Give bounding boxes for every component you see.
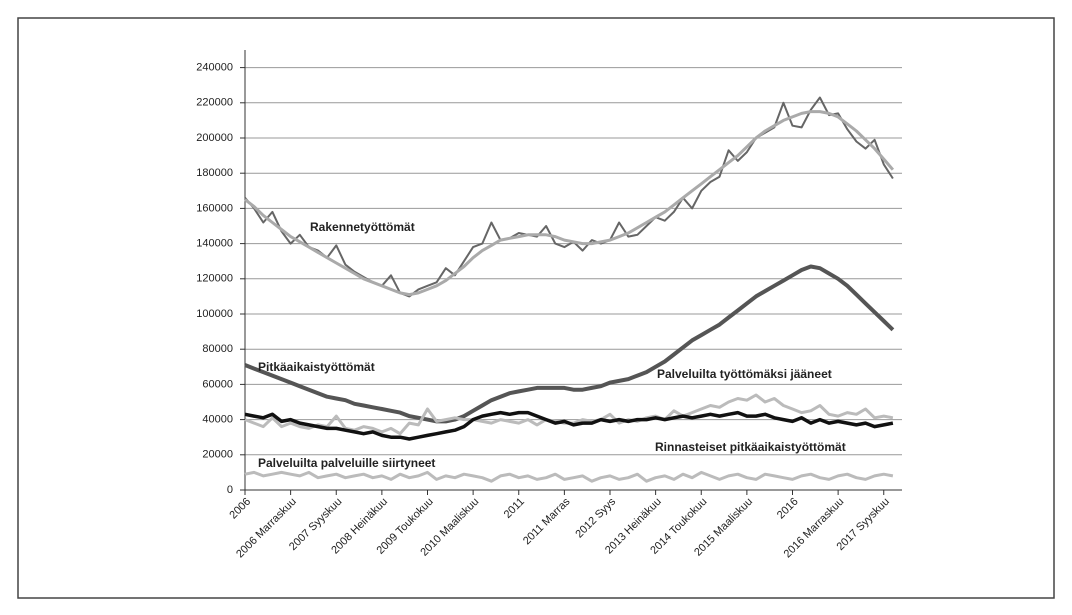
series-line — [244, 470, 894, 483]
series-line — [244, 110, 895, 297]
x-tick-label: 2006 — [227, 496, 253, 522]
series-label: Palveluilta palveluille siirtyneet — [258, 456, 435, 470]
x-tick-label: 2012 Syys — [573, 495, 618, 540]
y-tick-label: 160000 — [196, 202, 233, 214]
y-tick-label: 80000 — [202, 343, 233, 355]
y-tick-label: 180000 — [196, 167, 233, 179]
x-tick-label: 2011 Marras — [521, 495, 573, 547]
series-line — [244, 264, 895, 424]
y-tick-label: 20000 — [202, 449, 233, 461]
series-label: Palveluilta työttömäksi jääneet — [657, 367, 832, 381]
y-tick-label: 200000 — [196, 132, 233, 144]
series-line — [244, 96, 894, 298]
y-tick-label: 240000 — [196, 62, 233, 74]
x-tick-label: 2011 — [502, 496, 527, 521]
series-label: Pitkäaikaistyöttömät — [258, 360, 375, 374]
y-tick-label: 40000 — [202, 414, 233, 426]
y-tick-label: 0 — [227, 484, 233, 496]
series-label: Rakennetyöttömät — [310, 220, 415, 234]
y-tick-label: 120000 — [196, 273, 233, 285]
series-label: Rinnasteiset pitkäaikaistyöttömät — [655, 440, 846, 454]
frame — [17, 17, 1055, 599]
y-tick-label: 60000 — [202, 378, 233, 390]
x-tick-label: 2016 — [775, 496, 801, 522]
series-line — [244, 410, 894, 441]
y-tick-label: 100000 — [196, 308, 233, 320]
y-tick-label: 140000 — [196, 238, 233, 250]
y-tick-label: 220000 — [196, 97, 233, 109]
